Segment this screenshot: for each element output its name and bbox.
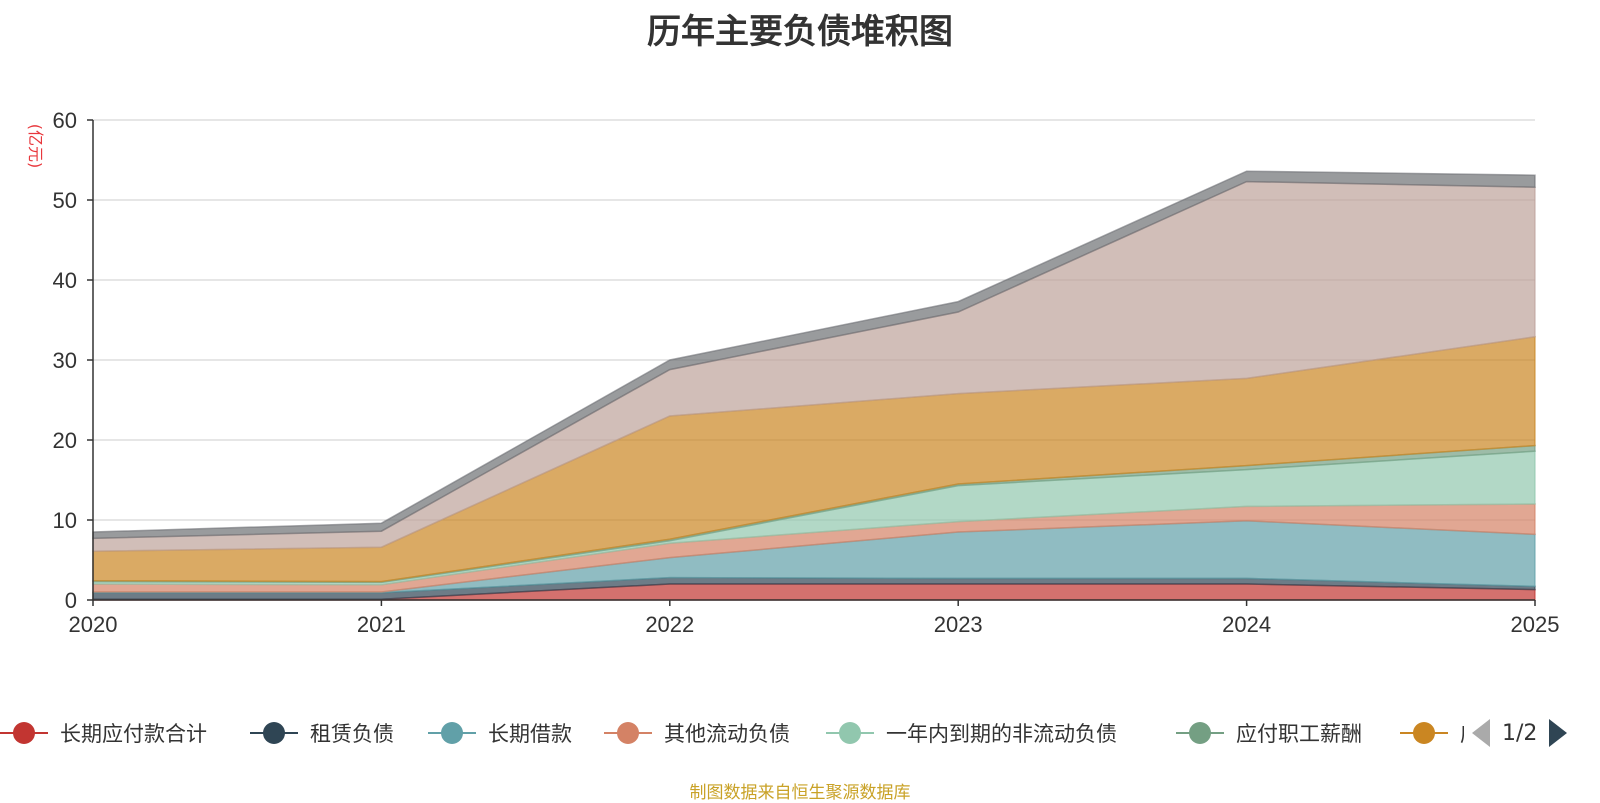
y-tick-label: 10 xyxy=(53,508,77,533)
x-tick-label: 2025 xyxy=(1511,612,1560,637)
y-tick-label: 20 xyxy=(53,428,77,453)
y-tick-label: 0 xyxy=(65,588,77,613)
legend-item[interactable]: 应付职工薪酬 xyxy=(1176,713,1362,753)
stacked-area-chart: 0 10 20 30 40 50 60 2020 2021 2022 2023 2024 2025 (亿元… xyxy=(26,108,1559,637)
axes: 0 10 20 30 40 50 60 2020 2021 2022 2023 2024 2025 (亿元… xyxy=(26,108,1559,637)
legend-label: 长期应付款合计 xyxy=(60,722,207,746)
legend-marker-icon xyxy=(250,721,298,745)
x-tick-label: 2024 xyxy=(1222,612,1271,637)
x-tick-label: 2021 xyxy=(357,612,406,637)
legend-marker-icon xyxy=(1176,721,1224,745)
legend-marker-icon xyxy=(1400,721,1448,745)
legend-prev-page-button[interactable] xyxy=(1472,719,1490,747)
legend-item[interactable]: 租赁负债 xyxy=(250,713,394,753)
chart-title: 历年主要负债堆积图 xyxy=(647,12,953,52)
legend-next-page-button[interactable] xyxy=(1549,719,1568,747)
x-tick-label: 2020 xyxy=(69,612,118,637)
legend-label: 租赁负债 xyxy=(310,722,394,746)
legend-item[interactable]: 一年内到期的非流动负债 xyxy=(826,713,1117,753)
legend-label: 长期借款 xyxy=(488,722,572,746)
y-axis-unit-label: (亿元) xyxy=(26,124,45,169)
legend-label: 应付职工薪酬 xyxy=(1236,722,1362,746)
y-tick-label: 60 xyxy=(53,108,77,133)
legend-marker-icon xyxy=(826,721,874,745)
legend-page-indicator: 1/2 xyxy=(1502,720,1538,746)
area-series xyxy=(92,170,1536,601)
area-9 xyxy=(92,170,1536,540)
y-tick-label: 30 xyxy=(53,348,77,373)
x-tick-label: 2022 xyxy=(645,612,694,637)
legend-label: 其他流动负债 xyxy=(664,722,790,746)
legend-marker-icon xyxy=(0,721,48,745)
y-tick-label: 40 xyxy=(53,268,77,293)
legend-label: 一年内到期的非流动负债 xyxy=(886,722,1117,746)
x-tick-label: 2023 xyxy=(934,612,983,637)
source-note: 制图数据来自恒生聚源数据库 xyxy=(689,783,911,803)
legend-item[interactable]: 其他流动负债 xyxy=(604,713,790,753)
legend-item[interactable]: 长期借款 xyxy=(428,713,572,753)
legend-marker-icon xyxy=(604,721,652,745)
legend: 长期应付款合计租赁负债长期借款其他流动负债一年内到期的非流动负债应付职工薪酬应 xyxy=(0,713,1600,753)
legend-item[interactable]: 长期应付款合计 xyxy=(0,713,207,753)
legend-marker-icon xyxy=(428,721,476,745)
y-tick-label: 50 xyxy=(53,188,77,213)
legend-pager: 1/2 xyxy=(1464,713,1568,753)
